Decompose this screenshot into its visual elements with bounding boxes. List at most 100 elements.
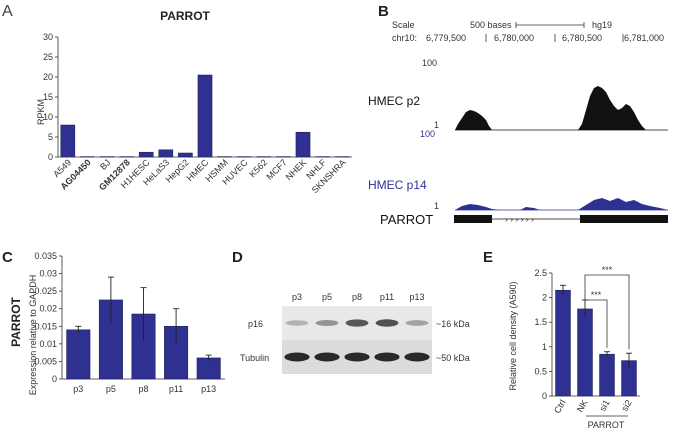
chart-c-category-label: p8 — [138, 384, 148, 394]
chart-a-bar — [158, 149, 174, 158]
gene-exon-1 — [454, 215, 492, 223]
chart-e-group-label: PARROT — [588, 420, 625, 430]
gene-intron-arrows: › › › › › › — [505, 214, 534, 224]
gene-label: PARROT — [380, 212, 433, 227]
blot-tubulin-band — [344, 352, 370, 362]
track2-min: 1 — [434, 201, 439, 211]
chart-c-ytick-label: 0.03 — [39, 269, 57, 279]
chart-e-ytick-label: 1 — [542, 342, 547, 352]
blot-p16-band — [405, 320, 429, 326]
chart-c-ytick-label: 0.01 — [39, 339, 57, 349]
chart-e-significance-label: *** — [591, 290, 602, 300]
gene-exon-2 — [580, 215, 668, 223]
blot-lane-label: p8 — [352, 292, 362, 302]
chart-e-bar — [599, 353, 615, 397]
blot-p16-band — [285, 320, 309, 326]
chart-e: Relative cell density (A590) PARROT 0 0.5… — [508, 265, 640, 430]
chart-a-ytick-label: 5 — [48, 132, 53, 142]
track1-max: 100 — [422, 58, 437, 68]
chart-a-bar — [197, 74, 213, 158]
chart-e-significance-bracket — [584, 296, 608, 348]
chart-e-significance-bracket — [584, 274, 630, 350]
western-blot: p16 Tubulin ~16 kDa ~50 kDa p3 p5 p8 p11 p13 — [240, 292, 470, 374]
blot-lane-label: p11 — [380, 292, 394, 302]
chart-e-category-label: NK — [575, 398, 590, 414]
blot-lane-label: p13 — [409, 292, 424, 302]
chart-c-ytick-label: 0.02 — [39, 304, 57, 314]
chart-e-ytick-label: 0 — [542, 391, 547, 401]
chart-e-ytick-label: 0.5 — [534, 366, 547, 376]
chart-e-ytick-label: 2 — [542, 293, 547, 303]
track1-signal — [455, 86, 646, 130]
chart-c-category-label: p13 — [201, 384, 216, 394]
blot-p16-band — [315, 319, 339, 327]
chart-c-ytick-label: 0.015 — [34, 321, 57, 331]
blot-p16-band — [375, 319, 399, 327]
chart-e-bar — [577, 308, 593, 397]
panel-label-c: C — [2, 249, 13, 266]
chart-c-ytick-label: 0 — [52, 374, 57, 384]
panel-label-d: D — [232, 249, 243, 266]
blot-tubulin-band — [374, 352, 400, 362]
scale-label: Scale — [392, 20, 415, 30]
track2-signal — [455, 198, 668, 210]
chart-a-ytick-label: 10 — [43, 112, 53, 122]
blot-tubulin-band — [314, 352, 340, 362]
position-2: 6,780,000 — [494, 33, 534, 43]
chart-e-category-label: Ctrl — [552, 398, 568, 415]
chart-a-ytick-label: 15 — [43, 92, 53, 102]
position-3: 6,780,500 — [562, 33, 602, 43]
panel-label-a: A — [2, 3, 13, 20]
chart-c-category-label: p11 — [169, 384, 183, 394]
chart-e-bar — [555, 289, 571, 397]
chart-a-ytick-label: 30 — [43, 32, 53, 42]
blot-p16-band — [345, 319, 369, 327]
position-1: 6,779,500 — [426, 33, 466, 43]
scale-value: 500 bases — [470, 20, 512, 30]
chart-c-title: PARROT — [9, 296, 23, 346]
panel-label-e: E — [483, 249, 493, 266]
track1-min: 1 — [434, 120, 439, 130]
chart-c-bar — [66, 329, 91, 380]
chart-c: PARROT Expression relative to GAPDH 0 0.0… — [9, 251, 225, 395]
chart-a-ylabel: RPKM — [36, 99, 46, 125]
chart-c-category-label: p3 — [73, 384, 83, 394]
panel-label-b: B — [378, 3, 389, 20]
chart-c-ytick-label: 0.005 — [34, 356, 57, 366]
chart-a-ytick-label: 0 — [48, 152, 53, 162]
track2-max: 100 — [420, 129, 435, 139]
chart-c-category-label: p5 — [106, 384, 116, 394]
chart-e-significance-label: *** — [602, 265, 613, 275]
chart-a-bar — [60, 124, 76, 158]
chart-c-ytick-label: 0.035 — [34, 251, 57, 261]
track1-label: HMEC p2 — [368, 94, 420, 108]
blot-row2-size: ~50 kDa — [436, 353, 470, 363]
chart-e-category-label: si1 — [597, 398, 611, 413]
blot-lane-label: p3 — [292, 292, 302, 302]
chart-c-ytick-label: 0.025 — [34, 286, 57, 296]
blot-lane-label: p5 — [322, 292, 332, 302]
chart-a-bar — [295, 131, 311, 158]
track2-label: HMEC p14 — [368, 178, 427, 192]
chart-a-bar — [178, 152, 193, 158]
chart-a-ytick-label: 20 — [43, 72, 53, 82]
chart-a-category-label: BJ — [98, 157, 113, 172]
chart-e-ytick-label: 2.5 — [534, 268, 547, 278]
chart-c-bar — [196, 357, 221, 380]
blot-row2-label: Tubulin — [240, 353, 269, 363]
chrom-label: chr10: — [392, 33, 417, 43]
blot-tubulin-band — [404, 352, 430, 362]
genome-browser: Scale 500 bases hg19 chr10: 6,779,500 6,… — [368, 20, 668, 227]
assembly-label: hg19 — [592, 20, 612, 30]
blot-tubulin-band — [284, 352, 310, 362]
chart-a-ytick-label: 25 — [43, 52, 53, 62]
chart-a-title: PARROT — [160, 9, 210, 23]
chart-e-ytick-label: 1.5 — [534, 317, 547, 327]
position-4: 6,781,000 — [624, 33, 664, 43]
chart-a-category-label: MCF7 — [264, 157, 288, 181]
chart-a-category-label: NHEK — [284, 157, 309, 182]
blot-row1-label: p16 — [248, 319, 263, 329]
chart-e-category-label: si2 — [619, 398, 633, 413]
